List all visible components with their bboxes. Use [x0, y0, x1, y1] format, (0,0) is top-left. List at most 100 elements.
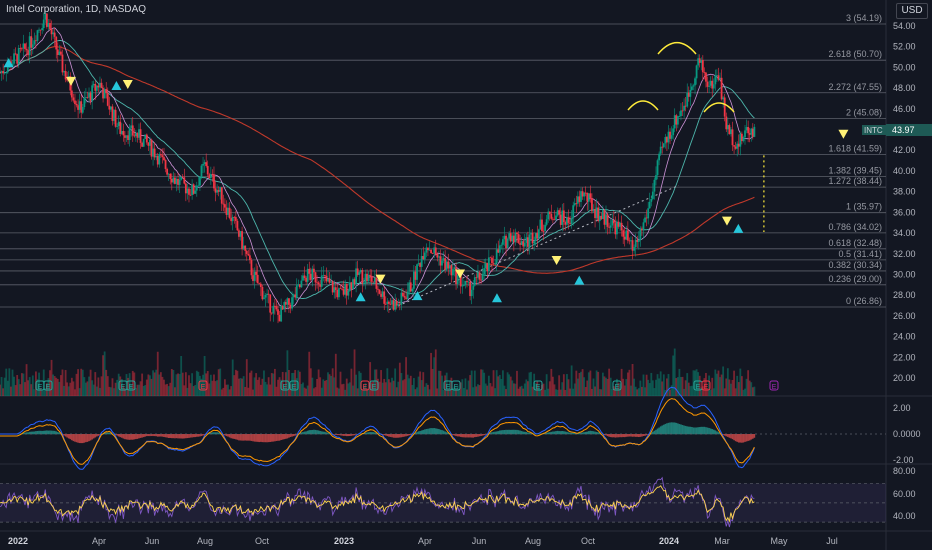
macd-histogram-bar [666, 423, 668, 435]
macd-histogram-bar [219, 432, 222, 435]
macd-histogram-bar [50, 430, 53, 435]
macd-histogram-bar [702, 426, 704, 435]
macd-histogram-bar [25, 432, 28, 435]
volume-bar [514, 383, 517, 396]
volume-bar [483, 372, 486, 396]
time-axis-tick: Aug [525, 536, 541, 546]
volume-bar [66, 382, 69, 396]
candle-body [294, 294, 297, 298]
macd-histogram-bar [388, 434, 390, 437]
macd-histogram-bar [489, 432, 492, 435]
candle-body [386, 301, 389, 304]
macd-histogram-bar [197, 434, 200, 437]
macd-histogram-bar [167, 434, 170, 439]
volume-bar [344, 389, 347, 396]
volume-bar [616, 378, 618, 396]
macd-histogram-bar [33, 431, 36, 435]
candle-body [39, 29, 42, 31]
fibonacci-levels: 3 (54.19) 2.618 (50.70) 2.272 (47.55) 2 (45… [0, 13, 886, 308]
macd-histogram-bar [394, 434, 396, 438]
macd-histogram-bar [174, 434, 176, 439]
macd-histogram-bar [652, 431, 654, 435]
candle-body [327, 278, 329, 282]
candle-body [373, 277, 376, 283]
macd-histogram-bar [545, 432, 548, 435]
volume-bar [626, 372, 629, 396]
candle-body [341, 288, 343, 290]
candle-body [203, 162, 206, 165]
macd-histogram-bar [669, 422, 671, 435]
macd-histogram-bar [472, 434, 475, 438]
volume-bar [367, 389, 370, 396]
volume-bar [331, 368, 334, 396]
volume-bar [630, 385, 632, 396]
macd-histogram-bar [22, 432, 25, 435]
macd-histogram-bar [186, 434, 189, 439]
candle-body [430, 249, 432, 254]
volume-bar [56, 378, 59, 396]
volume-bar [461, 379, 464, 396]
candle-body [536, 232, 539, 239]
candle-body [247, 253, 250, 256]
macd-histogram-bar [24, 432, 26, 435]
volume-bar [709, 389, 712, 396]
macd-histogram-bar [405, 434, 407, 437]
macd-histogram-bar [752, 434, 754, 439]
volume-bar [370, 382, 373, 396]
candle-body [356, 268, 359, 275]
currency-button[interactable]: USD [896, 3, 928, 19]
candle-body [594, 209, 596, 219]
candle-body [634, 239, 637, 248]
macd-histogram-bar [350, 434, 353, 436]
price-axis-tick: 34.00 [893, 228, 916, 238]
candle-body [289, 304, 292, 309]
price-axis-tick: 52.00 [893, 42, 916, 52]
volume-bar [406, 374, 409, 396]
volume-bar [192, 386, 195, 396]
macd-histogram-bar [39, 430, 42, 435]
volume-bar [244, 386, 247, 396]
volume-bar [737, 382, 740, 396]
candle-body [220, 187, 223, 204]
candle-body [183, 177, 186, 184]
volume-bar [122, 385, 125, 396]
candle-body [391, 300, 393, 305]
candle-body [149, 139, 151, 146]
volume-bar [16, 375, 19, 396]
time-axis-tick: Aug [197, 536, 213, 546]
candle-body [661, 146, 664, 148]
macd-histogram-bar [94, 434, 97, 438]
volume-bar [239, 378, 242, 396]
candle-body [99, 82, 101, 88]
macd-histogram-bar [402, 434, 404, 437]
candle-body [322, 274, 325, 276]
candle-body [403, 296, 406, 298]
macd-histogram-bar [675, 422, 678, 435]
macd-histogram-bar [730, 434, 732, 439]
volume-bar [22, 373, 25, 396]
macd-histogram-bar [141, 434, 143, 438]
volume-bar [58, 381, 61, 396]
candle-body [28, 36, 31, 56]
candle-body [734, 146, 737, 149]
volume-bar [731, 379, 734, 396]
volume-bar [473, 370, 476, 396]
macd-histogram-bar [214, 432, 217, 435]
volume-bar [85, 382, 87, 396]
volume-bar [224, 379, 226, 396]
candle-body [464, 280, 467, 286]
volume-bar [72, 381, 75, 396]
volume-bar [124, 388, 126, 396]
macd-histogram-bar [453, 434, 456, 436]
macd-histogram-bar [591, 430, 593, 435]
macd-histogram-bar [700, 426, 703, 435]
volume-bar [444, 375, 447, 396]
macd-histogram-bar [336, 434, 339, 436]
volume-bar [659, 371, 662, 396]
macd-histogram-bar [598, 432, 601, 435]
volume-bar [498, 374, 501, 396]
macd-histogram-bar [367, 432, 370, 435]
candle-body [747, 127, 750, 134]
volume-bar [250, 370, 253, 396]
